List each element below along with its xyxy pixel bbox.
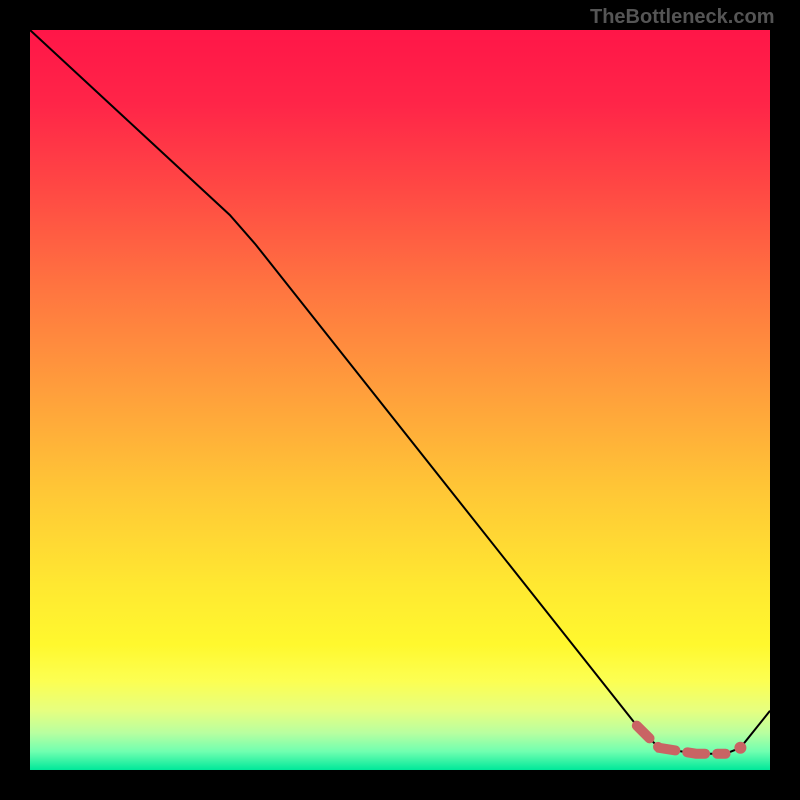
- chart-container: [0, 0, 800, 800]
- plot-area: [30, 30, 770, 770]
- gradient-background: [30, 30, 770, 770]
- watermark-text: TheBottleneck.com: [590, 6, 774, 29]
